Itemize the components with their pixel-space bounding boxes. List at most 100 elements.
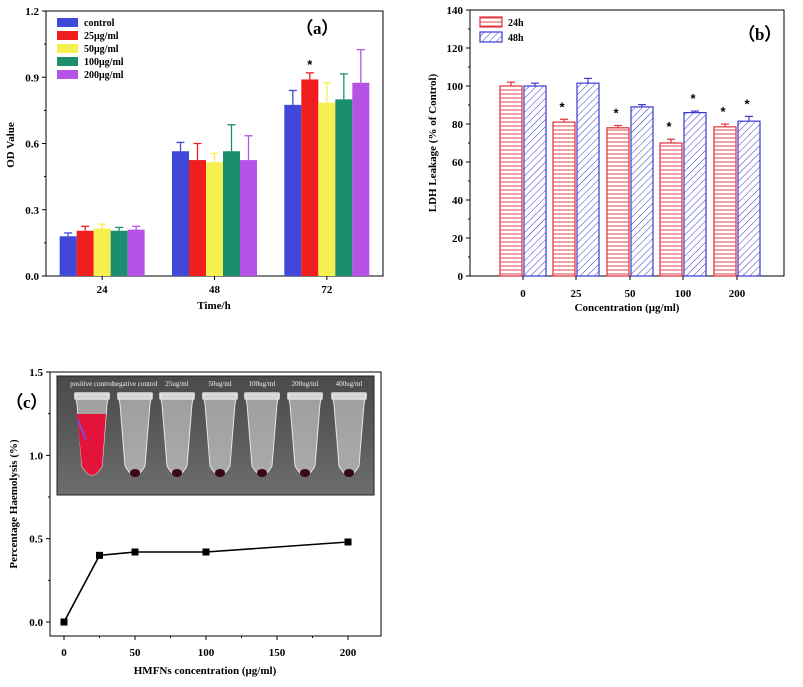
b-ytick-label: 120 [447,43,464,55]
tube-pellet-4 [257,469,267,477]
panel-b-y-axis-label: LDH Leakage (% of Control) [427,73,439,212]
a-bar-50μg/ml-72 [318,102,336,276]
a-bar-100μg/ml-48 [223,151,240,276]
b-xtick-label: 25 [571,288,583,300]
tube-positive-blood [77,414,106,475]
panel-b-significance-stars: * * * * * * [559,91,750,134]
c-xtick-label: 200 [340,647,357,659]
a-bar-25μg/ml-48 [189,160,206,276]
b-ytick-label: 60 [452,157,464,169]
tube-label-4: 100ug/ml [249,380,276,388]
panel-b-bars [499,82,761,277]
panel-b: （b） 0 20 40 60 80 100 120 140 0 25 50 100 200 * * * * *… [427,5,785,314]
c-xtick-label: 50 [130,647,142,659]
panel-b-x-axis-label: Concentration (μg/ml) [575,302,680,314]
b-ytick-label: 20 [452,233,464,245]
panel-b-error-bars [507,77,753,143]
panel-c-x-axis-label: HMFNs concentration (μg/ml) [134,665,277,677]
a-bar-50μg/ml-24 [93,228,111,276]
tube-label-3: 50ug/ml [208,380,231,388]
tube-cap-4 [244,392,280,400]
tube-cap-1 [117,392,153,400]
c-ytick-label: 0.5 [29,534,43,546]
a-legend-label-3: 100μg/ml [84,57,124,68]
c-xtick-label: 0 [61,647,67,659]
panel-c-label: （c） [6,392,48,412]
panel-b-label: （b） [738,24,781,44]
tube-label-5: 200ug/ml [292,380,319,388]
panel-b-x-ticks: 0 25 50 100 200 [520,276,746,300]
a-legend-label-1: 25μg/ml [84,31,119,42]
tube-cap-6 [331,392,367,400]
tube-cap-5 [287,392,323,400]
b-legend-swatch-0 [479,16,503,28]
tube-cap-0 [74,392,110,400]
a-xtick-label: 48 [209,284,221,296]
tube-positive-highlight [77,419,87,441]
b-ytick-label: 80 [452,119,464,131]
a-bar-control-24 [59,236,77,276]
b-xtick-label: 200 [729,288,746,300]
tube-label-1: negative control [112,380,157,388]
a-significance-star: * [307,57,313,72]
a-ytick-label: 1.2 [25,6,39,18]
b-ytick-label: 140 [447,5,464,17]
panel-a-error-bars [64,48,365,237]
c-ytick-label: 1.5 [29,367,43,379]
b-significance-star: * [666,119,672,134]
a-legend-swatch-3 [57,57,78,66]
a-bar-control-48 [172,151,189,276]
a-ytick-label: 0.9 [25,72,39,84]
tube-pellet-1 [130,469,140,477]
tube-label-0: positive control [70,380,114,388]
b-xtick-label: 0 [520,288,526,300]
a-xtick-label: 72 [321,284,333,296]
b-bar-48h-0 [523,85,547,277]
b-bar-24h-25 [552,121,576,277]
b-legend-label-1: 48h [508,33,524,44]
b-significance-star: * [744,96,750,111]
a-legend-label-4: 200μg/ml [84,70,124,81]
a-legend-label-0: control [84,18,115,29]
tube-pellet-2 [172,469,182,477]
c-data-point-3 [202,548,210,556]
panel-a-bars [59,79,370,277]
a-legend-label-2: 50μg/ml [84,44,119,55]
panel-a-x-axis-label: Time/h [197,300,230,312]
b-significance-star: * [720,104,726,119]
b-ytick-label: 100 [447,81,464,93]
panel-a-y-axis-label: OD Value [5,122,17,168]
a-bar-200μg/ml-72 [352,82,370,276]
a-bar-100μg/ml-72 [335,99,353,276]
a-bar-control-72 [284,104,302,277]
b-legend-label-0: 24h [508,18,524,29]
a-ytick-label: 0.0 [25,271,39,283]
tube-label-2: 25ug/ml [165,380,188,388]
b-bar-24h-50 [606,127,630,277]
b-xtick-label: 100 [675,288,692,300]
c-data-point-1 [96,551,103,559]
a-bar-100μg/ml-24 [110,230,128,276]
a-legend-swatch-1 [57,31,78,40]
panel-c-x-ticks: 0 50 100 150 200 [61,636,357,659]
b-ytick-label: 40 [452,195,464,207]
b-xtick-label: 50 [625,288,637,300]
c-ytick-label: 1.0 [29,450,43,462]
a-ytick-label: 0.3 [25,205,39,217]
a-bar-25μg/ml-24 [76,230,94,276]
a-legend-swatch-4 [57,70,78,79]
c-ytick-label: 0.0 [29,617,43,629]
a-ytick-label: 0.6 [25,139,39,151]
b-bar-24h-100 [659,142,683,277]
c-data-point-2 [131,548,139,556]
a-bar-50μg/ml-48 [206,162,223,276]
b-bar-48h-100 [683,111,707,277]
b-significance-star: * [690,91,696,106]
panel-c-y-ticks: 0.0 0.5 1.0 1.5 [29,367,50,629]
a-bar-200μg/ml-24 [127,229,145,276]
b-significance-star: * [559,99,565,114]
panel-c-y-axis-label: Percentage Haemolysis (%) [8,439,20,569]
panel-c-frame [49,371,382,637]
